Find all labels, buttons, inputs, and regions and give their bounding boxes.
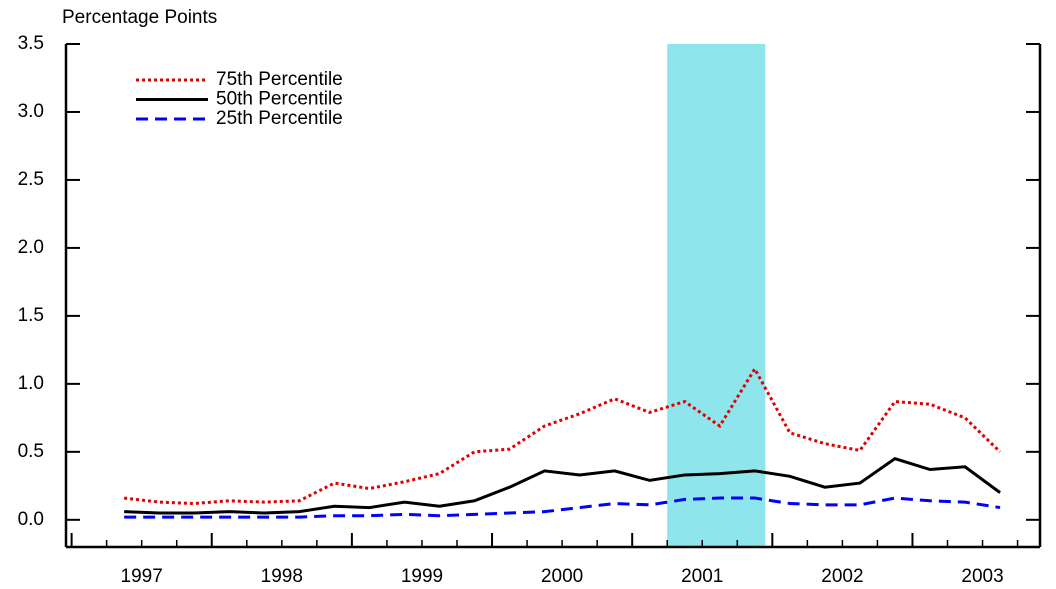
y-tick-label: 1.0 xyxy=(18,373,44,394)
x-tick-label: 1998 xyxy=(261,566,303,587)
legend-label: 50th Percentile xyxy=(216,89,343,110)
x-tick-label: 2001 xyxy=(681,566,723,587)
y-tick-label: 2.0 xyxy=(18,237,44,258)
y-tick-label: 1.5 xyxy=(18,305,44,326)
series-line xyxy=(124,456,1001,515)
y-axis-title: Percentage Points xyxy=(62,7,217,28)
y-tick-label: 3.5 xyxy=(18,33,44,54)
y-tick-label: 0.0 xyxy=(18,509,44,530)
legend-label: 75th Percentile xyxy=(216,69,343,90)
y-tick-label: 0.5 xyxy=(18,441,44,462)
legend-label: 25th Percentile xyxy=(216,108,343,129)
series-line xyxy=(124,496,1001,519)
x-tick-label: 2003 xyxy=(961,566,1003,587)
x-tick-label: 1999 xyxy=(401,566,443,587)
y-tick-label: 2.5 xyxy=(18,169,44,190)
x-tick-label: 1997 xyxy=(121,566,163,587)
x-tick-label: 2002 xyxy=(821,566,863,587)
y-tick-label: 3.0 xyxy=(18,101,44,122)
shaded-period xyxy=(667,44,766,547)
series-line xyxy=(123,365,1002,505)
x-tick-label: 2000 xyxy=(541,566,583,587)
